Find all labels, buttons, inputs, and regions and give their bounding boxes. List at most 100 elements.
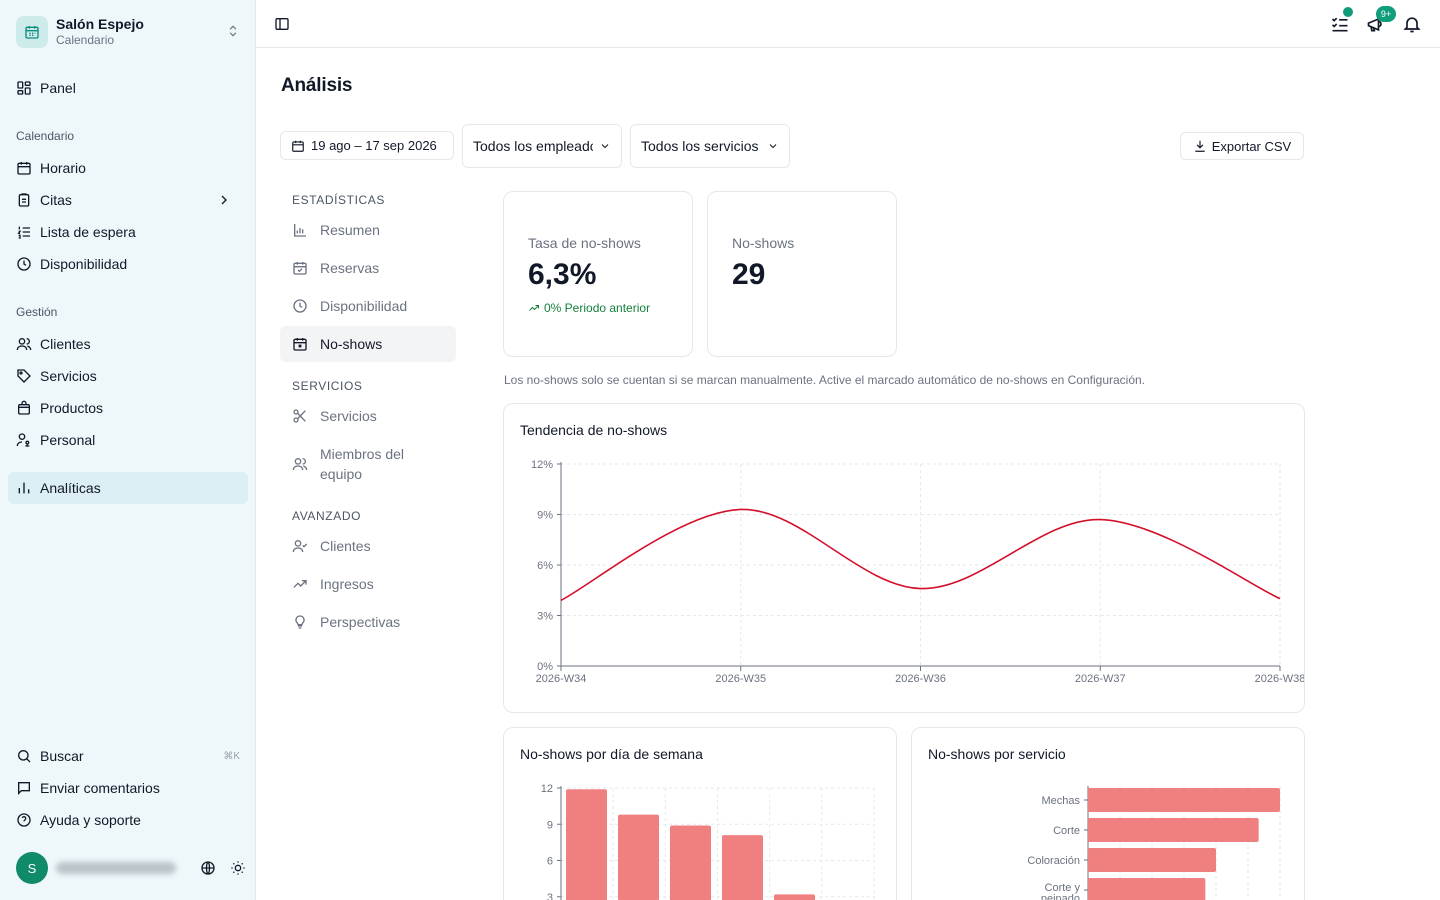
sidebar-item-lista-espera[interactable]: Lista de espera xyxy=(8,216,248,248)
subnav-item-label: Perspectivas xyxy=(320,614,401,630)
tasks-button[interactable] xyxy=(1330,7,1353,34)
kpi-trend: 0% Periodo anterior xyxy=(528,301,650,315)
subnav-item-servicios[interactable]: Servicios xyxy=(280,398,456,434)
sidebar-item-label: Analíticas xyxy=(40,480,101,496)
sidebar-item-panel[interactable]: Panel xyxy=(8,72,248,104)
subnav-item-ingresos[interactable]: Ingresos xyxy=(280,566,456,602)
kpi-value: 29 xyxy=(732,258,766,291)
sidebar-item-productos[interactable]: Productos xyxy=(8,392,248,424)
list-checks-icon xyxy=(1331,17,1348,32)
y-tick-label: 9% xyxy=(537,510,553,522)
sidebar-item-analiticas[interactable]: Analíticas xyxy=(8,472,248,504)
user-menu[interactable]: S xyxy=(16,852,246,884)
subnav-item-clientes[interactable]: Clientes xyxy=(280,528,456,564)
sidebar-item-horario[interactable]: Horario xyxy=(8,152,248,184)
sidebar-item-disponibilidad[interactable]: Disponibilidad xyxy=(8,248,248,280)
subnav-item-reservas[interactable]: Reservas xyxy=(280,250,456,286)
sidebar-item-servicios[interactable]: Servicios xyxy=(8,360,248,392)
lightbulb-icon xyxy=(295,615,305,629)
subnav-item-disponibilidad[interactable]: Disponibilidad xyxy=(280,288,456,324)
chevron-right-icon xyxy=(221,195,227,205)
sidebar-item-clientes[interactable]: Clientes xyxy=(8,328,248,360)
sidebar-item-comentarios[interactable]: Enviar comentarios xyxy=(8,772,248,804)
user-key-icon xyxy=(16,433,30,447)
topbar: 9+ xyxy=(256,0,1440,48)
users-icon xyxy=(292,458,308,471)
x-tick-label: 2026-W34 xyxy=(536,673,587,685)
subnav-item-no-shows[interactable]: No-shows xyxy=(280,326,456,362)
sidebar: Salón Espejo Calendario Panel Calendario… xyxy=(0,0,256,900)
x-tick-label: 2026-W37 xyxy=(1075,673,1126,685)
subnav-item-label: Resumen xyxy=(320,222,380,238)
services-select[interactable]: Todos los servicios xyxy=(630,124,790,168)
chart-title: Tendencia de no-shows xyxy=(520,422,668,438)
y-tick-label: 6% xyxy=(537,560,553,572)
download-icon xyxy=(1195,140,1205,152)
employees-select[interactable]: Todos los empleados xyxy=(462,124,622,168)
chevron-up-down-icon xyxy=(226,24,240,41)
message-square-icon xyxy=(18,782,30,795)
date-range-picker[interactable]: 19 ago – 17 sep 2026 xyxy=(280,131,454,160)
subnav-item-perspectivas[interactable]: Perspectivas xyxy=(280,604,456,640)
y-tick-label: 6 xyxy=(547,856,553,868)
bar xyxy=(722,835,763,900)
sidebar-item-label: Servicios xyxy=(40,368,97,384)
bar xyxy=(1088,848,1216,872)
y-tick-label: 12 xyxy=(541,783,553,795)
avatar[interactable]: S xyxy=(16,852,48,884)
weekday-chart-card: No-shows por día de semana 3 6 9 12 xyxy=(503,727,897,900)
subnav-item-label: Miembros del equipo xyxy=(320,446,405,482)
kpi-value: 6,3% xyxy=(528,258,597,291)
kpi-label: Tasa de no-shows xyxy=(528,235,641,251)
sidebar-item-citas[interactable]: Citas xyxy=(8,184,248,216)
subnav-item-miembros[interactable]: Miembros del equipo xyxy=(280,440,456,488)
y-tick-label: Corte y xyxy=(1045,882,1081,894)
tasks-indicator xyxy=(1343,7,1353,17)
series-line xyxy=(560,508,1281,602)
subnav-item-label: Servicios xyxy=(320,408,377,424)
sidebar-section-management: Gestión xyxy=(16,305,58,319)
y-tick-label: 0% xyxy=(537,661,553,673)
announcements-badge: 9+ xyxy=(1376,6,1396,22)
kpi-trend-label: 0% Periodo anterior xyxy=(544,301,651,315)
bar xyxy=(566,789,607,900)
bar xyxy=(670,825,711,900)
subnav-item-label: Clientes xyxy=(320,538,371,554)
globe-icon[interactable] xyxy=(200,860,216,876)
sidebar-item-label: Enviar comentarios xyxy=(40,780,160,796)
sidebar-item-label: Productos xyxy=(40,400,104,416)
kpi-label: No-shows xyxy=(732,235,795,251)
sidebar-item-label: Citas xyxy=(40,192,72,208)
clipboard-icon xyxy=(18,193,30,207)
scissors-icon xyxy=(293,409,306,423)
y-tick-label: Coloración xyxy=(1027,855,1080,867)
service-chart-card: No-shows por servicio Mechas Corte Colorac… xyxy=(911,727,1305,900)
workspace-name: Salón Espejo xyxy=(56,16,144,32)
sidebar-item-personal[interactable]: Personal xyxy=(8,424,248,456)
services-select-value: Todos los servicios xyxy=(641,138,759,154)
y-tick-label: peinado xyxy=(1041,893,1080,900)
sun-icon[interactable] xyxy=(230,860,246,876)
sidebar-item-ayuda[interactable]: Ayuda y soporte xyxy=(8,804,248,836)
sidebar-item-label: Clientes xyxy=(40,336,91,352)
export-csv-button[interactable]: Exportar CSV xyxy=(1180,132,1304,160)
x-tick-label: 2026-W36 xyxy=(895,673,946,685)
workspace-switcher[interactable]: Salón Espejo Calendario xyxy=(8,8,248,56)
notifications-button[interactable] xyxy=(1402,14,1422,34)
calendar-x-icon xyxy=(293,338,307,351)
announcements-button[interactable]: 9+ xyxy=(1366,6,1396,34)
no-show-note: Los no-shows solo se cuentan si se marca… xyxy=(504,373,1146,387)
subnav-item-resumen[interactable]: Resumen xyxy=(280,212,456,248)
dashboard-icon xyxy=(17,81,31,95)
bell-icon xyxy=(1403,17,1421,33)
subnav-item-label: Disponibilidad xyxy=(320,298,408,314)
sidebar-item-label: Disponibilidad xyxy=(40,256,128,272)
bar-chart-icon xyxy=(294,224,306,237)
sidebar-toggle-icon[interactable] xyxy=(274,16,290,35)
bar xyxy=(618,814,659,900)
trend-chart-card: Tendencia de no-shows 0% 3% 6% 9% 12% 2026-W3… xyxy=(503,403,1305,713)
subnav-item-label: Reservas xyxy=(320,260,380,276)
sidebar-item-buscar[interactable]: Buscar ⌘K xyxy=(8,740,248,772)
page-title: Análisis xyxy=(281,75,353,96)
